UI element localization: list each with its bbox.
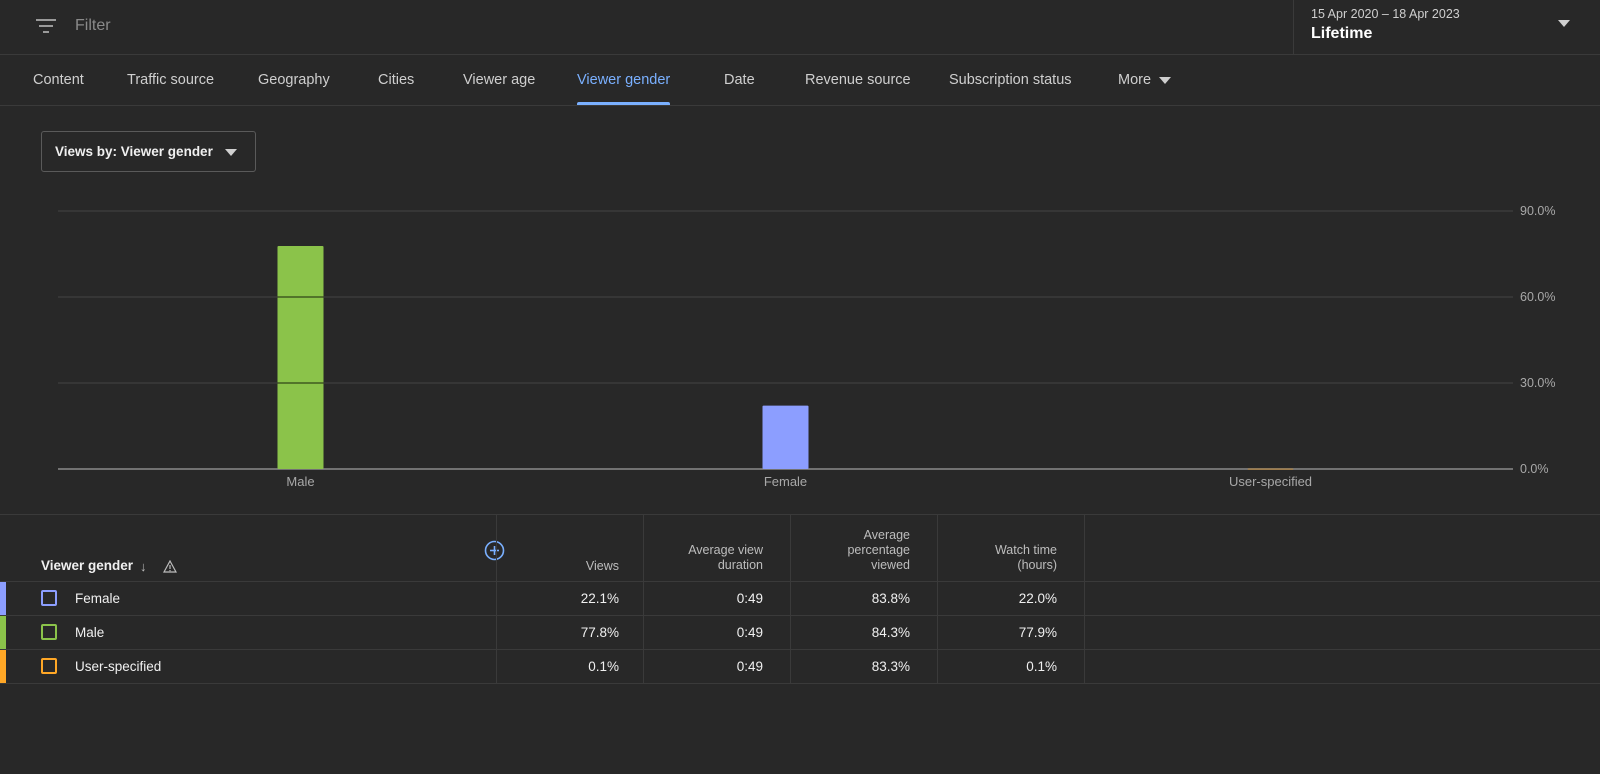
row-checkbox[interactable]: [41, 624, 57, 640]
tab-more[interactable]: More: [1118, 55, 1172, 105]
tab-more-label: More: [1118, 72, 1152, 88]
row-label: Female: [75, 591, 121, 606]
sort-arrow-down-icon[interactable]: ↓: [140, 559, 147, 574]
chevron-down-icon: [225, 149, 237, 156]
filter-input[interactable]: Filter: [75, 17, 111, 34]
cell-average-view-duration: 0:49: [736, 625, 763, 640]
cell-average-percentage-viewed: 83.3%: [871, 659, 910, 674]
filter-bar: Filter 15 Apr 2020 – 18 Apr 2023 Lifetim…: [0, 0, 1600, 55]
bar-male: [277, 245, 324, 469]
column-divider: [937, 514, 938, 684]
row-color-indicator: [0, 582, 6, 615]
row-label: Male: [75, 625, 105, 640]
date-preset-label: Lifetime: [1311, 25, 1373, 42]
cell-watch-time: 0.1%: [1026, 659, 1057, 674]
warning-icon[interactable]: [163, 560, 177, 573]
cell-average-percentage-viewed: 83.8%: [871, 591, 910, 606]
tab-traffic-source[interactable]: Traffic source: [127, 72, 215, 88]
date-range-selector[interactable]: 15 Apr 2020 – 18 Apr 2023 Lifetime: [1293, 0, 1600, 55]
x-tick-label: Male: [286, 474, 314, 489]
row-label: User-specified: [75, 659, 162, 674]
bar-female: [762, 405, 809, 469]
column-divider: [1084, 514, 1085, 684]
cell-average-view-duration: 0:49: [736, 659, 763, 674]
tab-revenue-source[interactable]: Revenue source: [805, 72, 911, 88]
y-tick-label: 90.0%: [1520, 204, 1555, 218]
tab-viewer-age[interactable]: Viewer age: [463, 72, 536, 88]
column-divider: [643, 514, 644, 684]
tab-content[interactable]: Content: [33, 72, 84, 88]
column-header-views[interactable]: Views: [585, 559, 619, 573]
table-row[interactable]: Female 22.1% 0:49 83.8% 22.0%: [0, 582, 1600, 616]
views-by-dropdown[interactable]: Views by: Viewer gender: [41, 131, 256, 172]
column-header-average-percentage-viewed[interactable]: Average percentage viewed: [847, 528, 910, 572]
column-header-watch-time[interactable]: Watch time (hours): [994, 543, 1057, 572]
filter-icon[interactable]: [36, 17, 56, 35]
x-tick-label: User-specified: [1229, 474, 1312, 489]
y-tick-label: 60.0%: [1520, 290, 1555, 304]
table-header: Viewer gender ↓ Views Average view durat…: [0, 514, 1600, 582]
bar-user-specified: [1247, 468, 1294, 470]
column-header-average-view-duration[interactable]: Average view duration: [688, 543, 763, 572]
column-divider: [496, 514, 497, 684]
tab-date[interactable]: Date: [724, 72, 755, 88]
table-row[interactable]: Male 77.8% 0:49 84.3% 77.9%: [0, 616, 1600, 650]
tab-viewer-gender[interactable]: Viewer gender: [577, 55, 671, 105]
x-tick-label: Female: [764, 474, 807, 489]
cell-average-view-duration: 0:49: [736, 591, 763, 606]
table-row[interactable]: User-specified 0.1% 0:49 83.3% 0.1%: [0, 650, 1600, 684]
viewer-gender-bar-chart: 90.0% 60.0% 30.0% 0.0% Male Female User-specif…: [58, 204, 1555, 489]
row-color-indicator: [0, 616, 6, 649]
row-color-indicator: [0, 650, 6, 683]
cell-views: 0.1%: [588, 659, 619, 674]
tab-subscription-status[interactable]: Subscription status: [949, 72, 1072, 88]
column-header-viewer-gender[interactable]: Viewer gender: [41, 558, 134, 573]
dimension-tabs: Content Traffic source Geography Cities …: [0, 55, 1600, 106]
tab-geography[interactable]: Geography: [258, 72, 330, 88]
date-range-text: 15 Apr 2020 – 18 Apr 2023: [1311, 7, 1460, 21]
column-divider: [790, 514, 791, 684]
row-checkbox[interactable]: [41, 658, 57, 674]
row-checkbox[interactable]: [41, 590, 57, 606]
chevron-down-icon: [1558, 20, 1570, 27]
add-column-icon[interactable]: [484, 540, 505, 561]
y-tick-label: 30.0%: [1520, 376, 1555, 390]
cell-watch-time: 77.9%: [1018, 625, 1057, 640]
cell-views: 22.1%: [580, 591, 619, 606]
cell-views: 77.8%: [580, 625, 619, 640]
y-tick-label: 0.0%: [1520, 462, 1549, 476]
cell-average-percentage-viewed: 84.3%: [871, 625, 910, 640]
tab-cities[interactable]: Cities: [378, 72, 415, 88]
cell-watch-time: 22.0%: [1018, 591, 1057, 606]
chevron-down-icon: [1159, 76, 1172, 84]
views-by-dropdown-label: Views by: Viewer gender: [55, 144, 213, 159]
